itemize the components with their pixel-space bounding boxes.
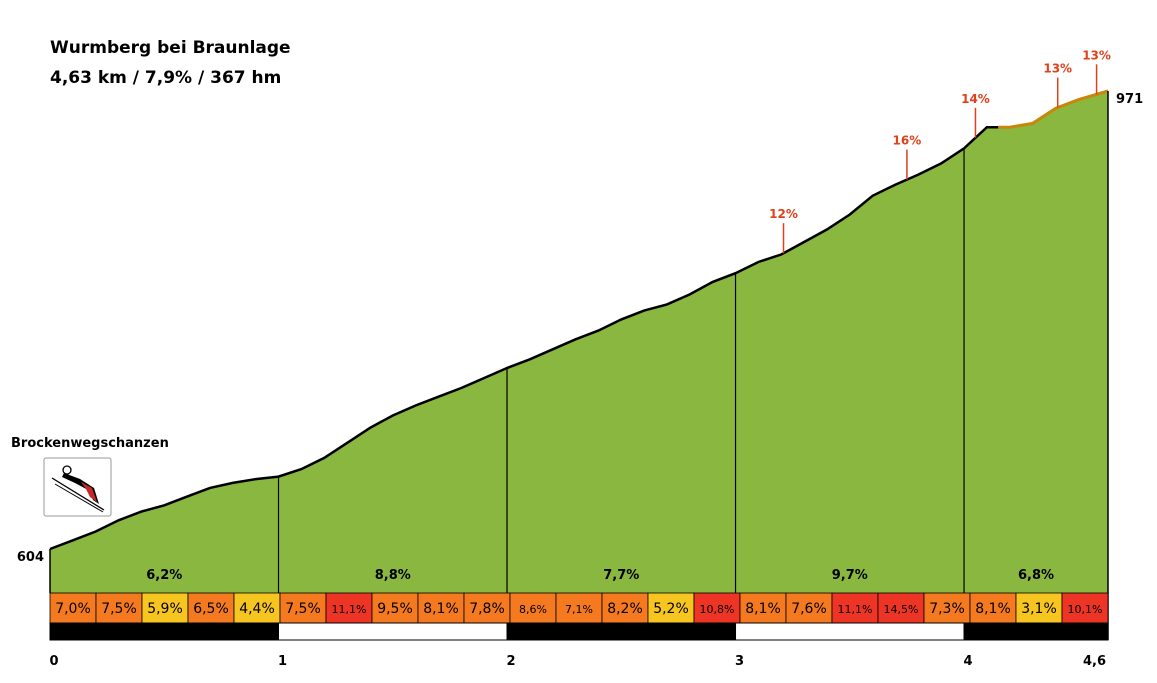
x-tick-label: 1 [278,654,287,669]
ski-jump-icon [43,457,112,517]
gradient-band-label: 14,5% [884,603,919,616]
page-title: Wurmberg bei Braunlage [50,38,291,58]
gradient-band-label: 3,1% [1021,601,1057,617]
gradient-band-label: 7,6% [791,601,827,617]
peak-gradient-layer: 12% 16% 14% 13% 13% [769,48,1111,254]
km-bar-segment [963,622,1109,641]
peak-gradient-label: 13% [1043,62,1072,76]
profile-outline [49,125,999,551]
gradient-band-label: 7,3% [929,601,965,617]
gradient-band-label: 8,1% [423,601,459,617]
profile-area-layer [49,89,1109,640]
km-bar-segment [49,622,280,641]
gradient-band [371,592,419,624]
peak-gradient-label: 16% [893,134,922,148]
x-tick-label: 3 [735,654,744,669]
segment-average-label: 7,7% [603,568,639,583]
gradient-band-label: 5,9% [147,601,183,617]
gradient-band-label: 8,1% [975,601,1011,617]
gradient-band-label: 4,4% [239,601,275,617]
poi-label: Brockenwegschanzen [11,436,169,451]
km-bar-segment [506,622,737,641]
gradient-band-label: 10,1% [1068,603,1103,616]
gradient-band [601,592,649,624]
gradient-band [693,592,741,624]
gradient-band-label: 11,1% [332,603,367,616]
page-subtitle: 4,63 km / 7,9% / 367 hm [50,68,282,88]
axis-label-layer: 0 1 2 3 4 4,6 604 971 [17,92,1143,669]
gradient-band-label: 7,0% [55,601,91,617]
x-tick-label: 0 [49,654,58,669]
start-elevation-label: 604 [17,550,44,565]
x-tick-label: 4,6 [1083,654,1106,669]
km-bar-segment [735,622,965,641]
gradient-band-layer: 7,0% 7,5% 5,9% 6,5% 4,4% 7,5% 11,1% 9,5% 8,1% 7,8… [49,592,1109,624]
gradient-band-label: 10,8% [700,603,735,616]
gradient-band [1015,592,1063,624]
gradient-band [233,592,281,624]
peak-gradient-label: 14% [961,92,990,106]
gradient-band-label: 6,5% [193,601,229,617]
gradient-band-label: 7,5% [101,601,137,617]
gradient-band [509,592,557,624]
gradient-band [785,592,833,624]
segment-average-label: 6,2% [146,568,182,583]
gradient-band-label: 7,1% [565,603,593,616]
gradient-band-label: 7,5% [285,601,321,617]
gradient-band-label: 9,5% [377,601,413,617]
x-tick-label: 4 [964,654,973,669]
end-elevation-label: 971 [1116,92,1143,107]
segment-average-label: 6,8% [1018,568,1054,583]
gradient-band-label: 8,1% [745,601,781,617]
gradient-band [463,592,511,624]
km-divider-layer: 6,2% 8,8% 7,7% 9,7% 6,8% [146,148,1054,593]
km-bar-layer [49,622,1109,641]
gradient-band-label: 8,6% [519,603,547,616]
peak-gradient-label: 12% [769,207,798,221]
x-tick-label: 2 [506,654,515,669]
gradient-band-label: 5,2% [653,601,689,617]
profile-outline-final [998,89,1109,129]
gradient-band [325,592,373,624]
profile-area [50,91,1108,593]
gradient-band-label: 7,8% [469,601,505,617]
gradient-band-label: 11,1% [838,603,873,616]
peak-gradient-label: 13% [1082,48,1111,62]
gradient-band-label: 8,2% [607,601,643,617]
segment-average-label: 9,7% [832,568,868,583]
segment-average-label: 8,8% [375,568,411,583]
km-bar-segment [278,622,508,641]
